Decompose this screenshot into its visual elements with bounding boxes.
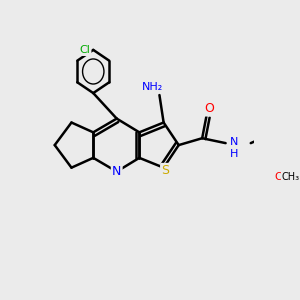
Text: O: O xyxy=(204,102,214,115)
Text: N
H: N H xyxy=(230,137,238,159)
Text: O: O xyxy=(275,172,284,182)
Text: CH₃: CH₃ xyxy=(282,172,300,182)
Text: S: S xyxy=(161,164,169,177)
Text: N: N xyxy=(112,165,122,178)
Text: Cl: Cl xyxy=(80,45,90,55)
Text: NH₂: NH₂ xyxy=(142,82,164,92)
